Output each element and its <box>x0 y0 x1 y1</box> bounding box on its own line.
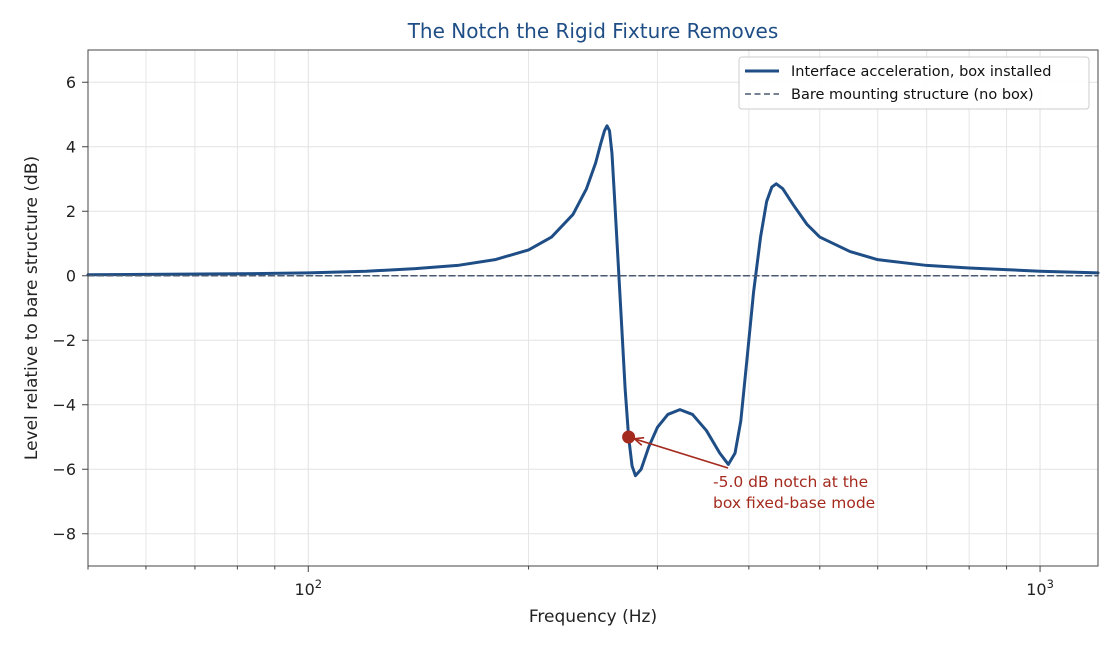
notch-marker <box>622 430 636 444</box>
chart-title: The Notch the Rigid Fixture Removes <box>407 19 779 43</box>
x-tick-label: 103 <box>1026 577 1054 599</box>
annotation-text: -5.0 dB notch at the box fixed-base mode <box>713 473 875 512</box>
y-axis-label: Level relative to bare structure (dB) <box>22 156 42 460</box>
y-tick-label: −2 <box>52 331 76 350</box>
y-tick-label: 6 <box>66 73 76 92</box>
series-lines <box>86 124 1100 478</box>
annotation-arrow <box>634 438 729 469</box>
y-axis-ticks: −8 −6 −4 −2 0 2 4 6 <box>52 73 88 543</box>
legend-label-2: Bare mounting structure (no box) <box>791 87 1034 103</box>
y-tick-label: 4 <box>66 137 76 156</box>
y-tick-label: −8 <box>52 524 76 543</box>
plot-frame <box>87 49 1099 567</box>
y-tick-label: 2 <box>66 202 76 221</box>
x-axis-label: Frequency (Hz) <box>529 607 657 627</box>
grid <box>87 50 1098 566</box>
series-line-1 <box>86 124 1100 478</box>
annotation: -5.0 dB notch at the box fixed-base mode <box>622 430 875 512</box>
x-tick-label: 102 <box>294 577 322 599</box>
y-tick-label: −4 <box>52 395 76 414</box>
y-tick-label: 0 <box>66 266 76 285</box>
x-axis-ticks: 102 103 <box>87 566 1054 599</box>
legend-label-1: Interface acceleration, box installed <box>791 64 1051 80</box>
legend: Interface acceleration, box installed Bar… <box>738 56 1090 110</box>
y-tick-label: −6 <box>52 460 76 479</box>
legend-box <box>738 56 1090 110</box>
